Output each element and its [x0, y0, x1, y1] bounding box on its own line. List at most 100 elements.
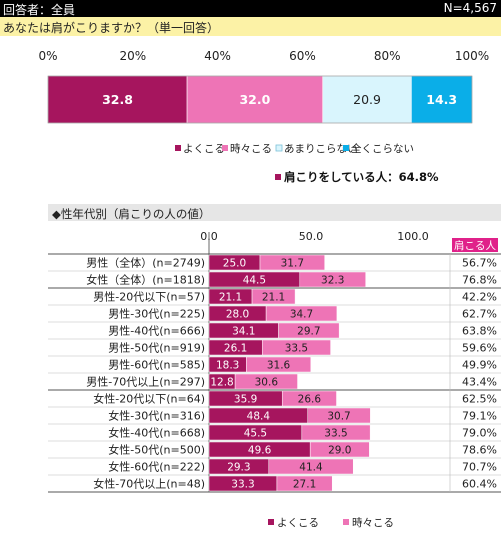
summary-swatch	[275, 174, 281, 180]
data-label: 35.9	[234, 394, 257, 406]
category-label: 女性-20代以下(n=64)	[93, 392, 205, 406]
summary-text: 肩こりをしている人：64.8%	[284, 170, 439, 184]
legend-swatch	[343, 519, 349, 525]
category-label: 女性-50代(n=500)	[108, 443, 205, 457]
data-label: 25.0	[223, 258, 246, 270]
x-tick-label: 60%	[289, 49, 316, 63]
data-label: 26.6	[298, 394, 322, 406]
total-value: 56.7%	[462, 257, 497, 270]
data-label: 34.1	[232, 326, 255, 338]
bar-segment	[411, 75, 473, 124]
total-value: 43.4%	[462, 376, 497, 389]
category-label: 男性-40代(n=666)	[108, 324, 205, 338]
total-value: 59.6%	[462, 342, 497, 355]
legend-label: あまりこらない	[284, 143, 358, 155]
data-label: 44.5	[243, 275, 266, 287]
x-tick-label: 20%	[119, 49, 146, 63]
bar-segment	[278, 322, 340, 339]
x-tick-label: 100%	[455, 49, 489, 63]
bar-segment	[309, 441, 370, 458]
legend-swatch	[268, 519, 274, 525]
total-header: 肩こる人	[454, 239, 496, 252]
data-label: 48.4	[247, 411, 271, 423]
data-label: 27.1	[293, 479, 316, 491]
data-label: 12.8	[210, 377, 233, 389]
respondents-label: 回答者：全員	[3, 3, 76, 17]
bar-outline	[47, 75, 473, 124]
bar-segment	[259, 254, 325, 271]
legend-swatch	[222, 145, 228, 151]
category-label: 男性-20代以下(n=57)	[93, 290, 205, 304]
total-value: 79.1%	[462, 410, 497, 423]
category-label: 男性-70代以上(n=297)	[86, 375, 205, 389]
overall-stacked-chart: 0% 20% 40% 60% 80% 100% 32.8 32.0 20.9 14.3 よくこる 時々…	[38, 49, 489, 184]
legend-label: よくこる	[183, 143, 225, 155]
data-label: 14.3	[426, 92, 457, 107]
bar-segment	[307, 407, 371, 424]
x-tick-label: 50.0	[299, 230, 324, 243]
total-value: 60.4%	[462, 478, 497, 491]
data-label: 32.8	[102, 92, 133, 107]
data-label: 18.3	[216, 360, 239, 372]
sample-size-label: N=4,567	[443, 1, 497, 15]
total-value: 76.8%	[462, 274, 497, 287]
category-label: 女性（全体）(n=1818)	[86, 273, 205, 287]
total-value: 62.7%	[462, 308, 497, 321]
data-label: 30.7	[327, 411, 350, 423]
total-value: 78.6%	[462, 444, 497, 457]
legend-swatch	[175, 145, 181, 151]
data-label: 41.4	[299, 462, 323, 474]
total-value: 70.7%	[462, 461, 497, 474]
total-header-bg	[452, 238, 498, 252]
legend-label: 時々こる	[352, 517, 394, 529]
data-label: 33.5	[285, 343, 308, 355]
category-label: 男性（全体）(n=2749)	[86, 256, 205, 270]
header-bar: 回答者：全員 N=4,567	[0, 0, 501, 17]
data-label: 26.1	[224, 343, 247, 355]
bar-segment	[186, 75, 324, 124]
bar-segment	[261, 339, 331, 356]
data-label: 29.7	[297, 326, 320, 338]
x-tick-label: 80%	[374, 49, 401, 63]
category-label: 女性-60代(n=222)	[108, 460, 205, 474]
bar-segment	[276, 475, 333, 492]
section-header: ◆性年代別（肩こりの人の値）	[48, 204, 501, 221]
bar-segment	[47, 75, 188, 124]
data-label: 29.3	[227, 462, 250, 474]
bar-segment	[251, 288, 296, 305]
data-label: 45.5	[244, 428, 267, 440]
data-label: 32.3	[321, 275, 344, 287]
data-label: 21.1	[262, 292, 285, 304]
category-label: 女性-40代(n=668)	[108, 426, 205, 440]
legend-label: 時々こる	[230, 143, 272, 155]
data-label: 34.7	[290, 309, 313, 321]
legend-label: よくこる	[277, 517, 319, 529]
total-value: 63.8%	[462, 325, 497, 338]
bar-segment	[281, 390, 337, 407]
bar-segment	[265, 305, 338, 322]
category-label: 女性-70代以上(n=48)	[93, 477, 205, 491]
section-title: ◆性年代別（肩こりの人の値）	[52, 207, 211, 221]
data-label: 33.3	[231, 479, 254, 491]
category-label: 男性-30代(n=225)	[108, 307, 205, 321]
data-label: 29.0	[328, 445, 351, 457]
data-label: 21.1	[219, 292, 242, 304]
bar-segment	[246, 356, 312, 373]
bar-segment	[234, 373, 298, 390]
data-label: 31.6	[267, 360, 291, 372]
data-label: 28.0	[226, 309, 249, 321]
legend-label: 全くこらない	[351, 142, 414, 155]
bar-segment	[268, 458, 354, 475]
data-label: 30.6	[255, 377, 279, 389]
bar-segment	[299, 271, 366, 288]
question-text: あなたは肩がこりますか？（単一回答）	[3, 21, 220, 35]
data-label: 49.6	[248, 445, 272, 457]
data-label: 33.5	[324, 428, 347, 440]
data-label: 32.0	[239, 92, 270, 107]
data-label: 20.9	[353, 92, 381, 107]
total-value: 79.0%	[462, 427, 497, 440]
legend-swatch	[275, 144, 283, 152]
data-label: 31.7	[281, 258, 304, 270]
category-label: 男性-50代(n=919)	[108, 341, 205, 355]
